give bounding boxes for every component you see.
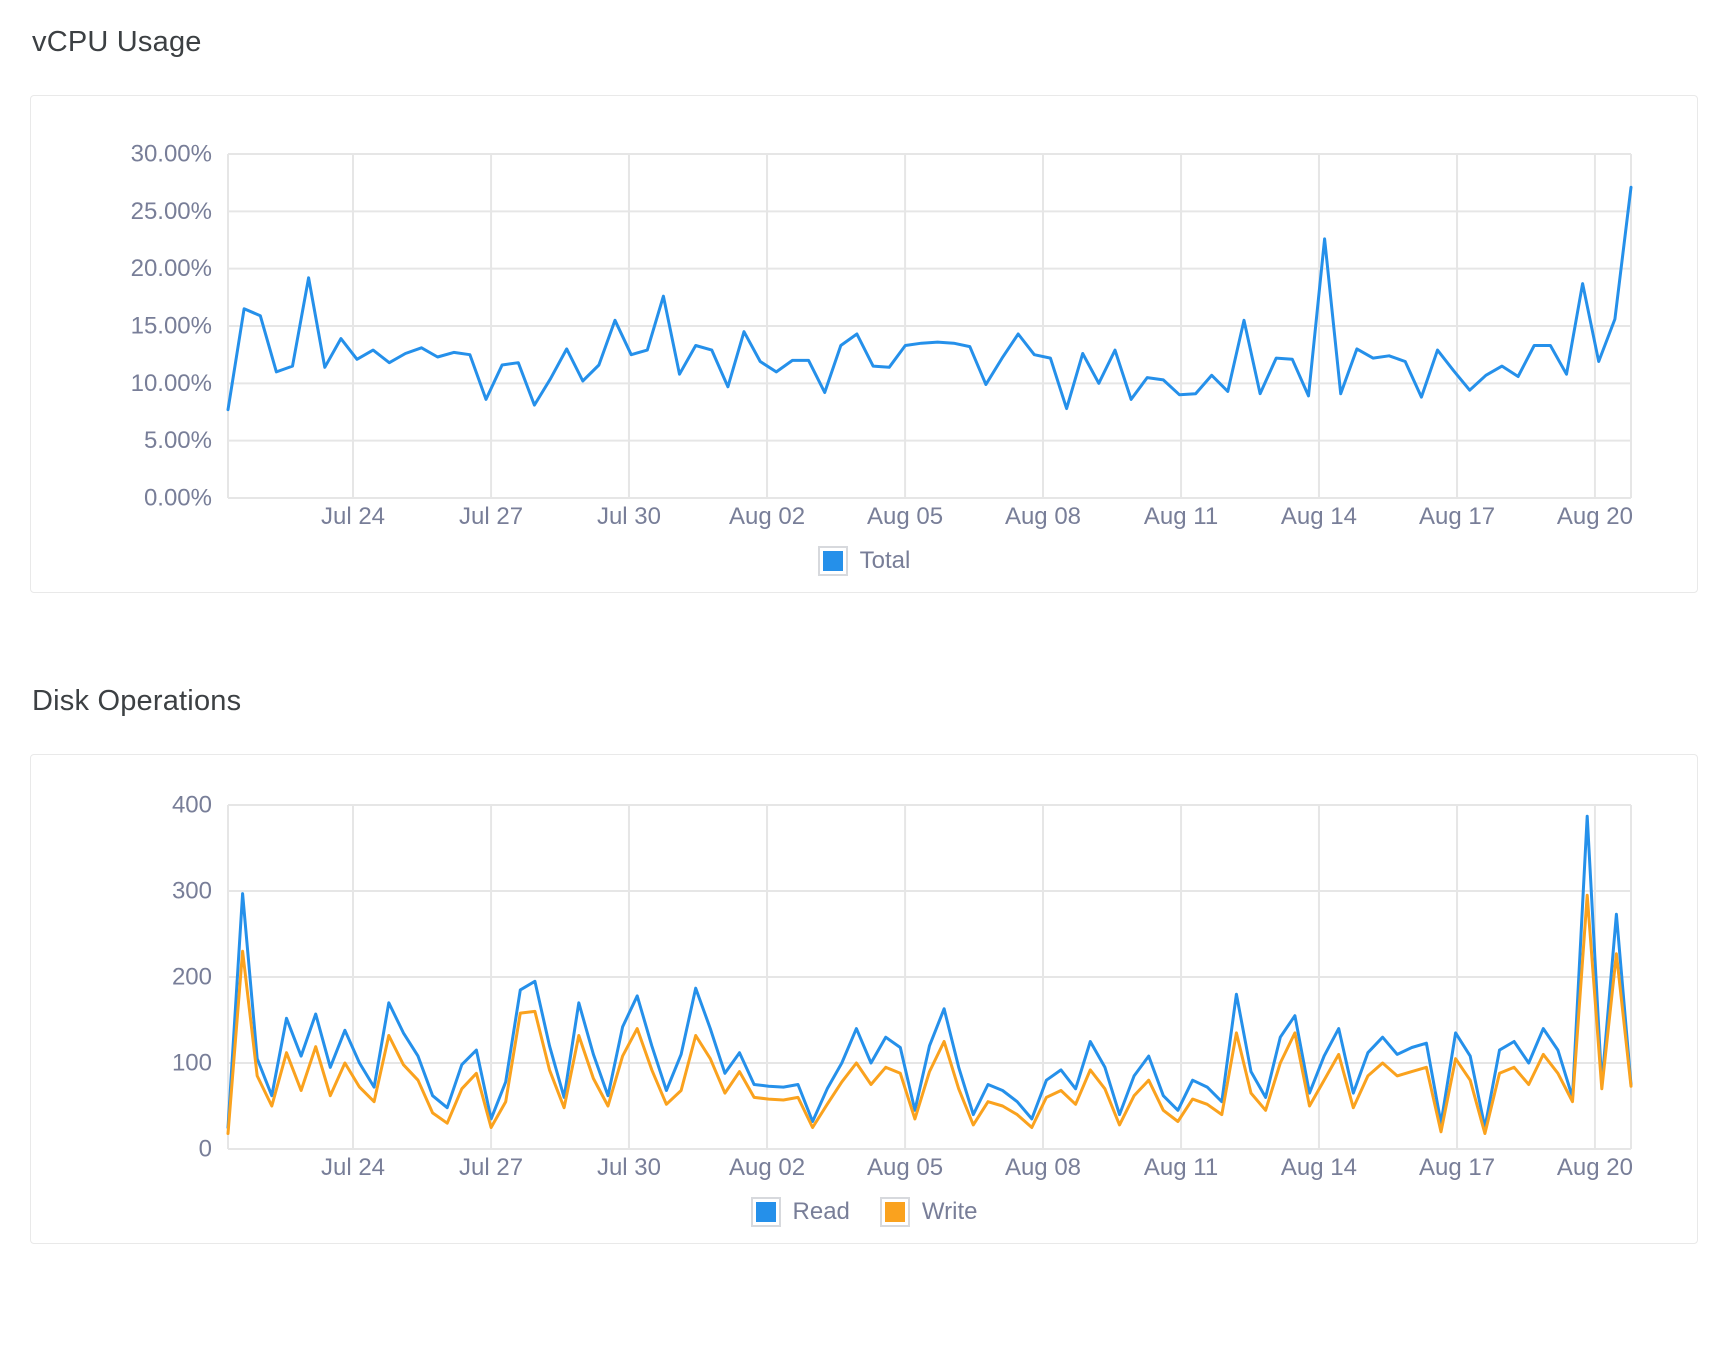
x-axis-label: Aug 02 (729, 1154, 805, 1181)
y-axis-label: 30.00% (131, 141, 212, 168)
series-line-write (226, 893, 1633, 1135)
legend-item-write[interactable]: Write (879, 1197, 978, 1227)
x-axis-label: Jul 30 (597, 503, 661, 530)
y-axis-label: 400 (172, 792, 212, 819)
y-axis-label: 0.00% (144, 485, 212, 512)
disk-operations-title: Disk Operations (32, 685, 242, 717)
x-axis-label: Aug 05 (867, 1154, 943, 1181)
legend-label-total: Total (859, 547, 911, 574)
y-axis-label: 100 (172, 1050, 212, 1077)
x-axis-label: Aug 08 (1005, 503, 1081, 530)
y-axis-label: 200 (172, 964, 212, 991)
x-axis-label: Aug 11 (1144, 503, 1218, 530)
write-series-swatch-icon (879, 1197, 910, 1227)
x-axis-label: Aug 14 (1281, 1154, 1357, 1181)
x-axis-label: Jul 27 (459, 1154, 523, 1181)
y-axis-label: 300 (172, 878, 212, 905)
x-axis-label: Aug 14 (1281, 503, 1357, 530)
legend-label-write: Write (921, 1198, 978, 1225)
x-axis-label: Jul 27 (459, 503, 523, 530)
disk-operations-chart[interactable]: 400 300 200 100 0 Jul 24 Jul 27 Jul 30 Aug 02 Aug… (31, 755, 1699, 1199)
x-axis-label: Aug 11 (1144, 1154, 1218, 1181)
y-axis-label: 15.00% (131, 313, 212, 340)
y-axis-label: 20.00% (131, 255, 212, 282)
y-axis-label: 25.00% (131, 198, 212, 225)
page-root: vCPU Usage 30.00% 25.00% 20.00% 15.00% 10.00… (30, 26, 1698, 1244)
x-axis-label: Jul 24 (321, 503, 385, 530)
x-axis-label: Aug 17 (1419, 503, 1495, 530)
disk-operations-legend: Read Write (31, 1197, 1697, 1243)
series-line-total (226, 185, 1633, 412)
y-axis-label: 0 (199, 1136, 212, 1163)
disk-operations-panel: 400 300 200 100 0 Jul 24 Jul 27 Jul 30 Aug 02 Aug… (30, 754, 1698, 1244)
read-series-swatch-icon (750, 1197, 781, 1227)
x-axis-label: Jul 24 (321, 1154, 385, 1181)
legend-label-read: Read (792, 1198, 850, 1225)
x-axis-label: Aug 17 (1419, 1154, 1495, 1181)
x-axis-label: Aug 05 (867, 503, 943, 530)
x-axis-label: Jul 30 (597, 1154, 661, 1181)
vcpu-usage-panel: 30.00% 25.00% 20.00% 15.00% 10.00% 5.00% 0.00%… (30, 95, 1698, 593)
x-axis-label: Aug 08 (1005, 1154, 1081, 1181)
vcpu-usage-legend: Total (31, 546, 1697, 592)
legend-item-read[interactable]: Read (750, 1197, 850, 1227)
total-series-swatch-icon (817, 546, 848, 576)
x-axis-label: Aug 02 (729, 503, 805, 530)
legend-item-total[interactable]: Total (817, 546, 911, 576)
x-axis-label: Aug 20 (1557, 503, 1633, 530)
vcpu-usage-title: vCPU Usage (32, 26, 202, 58)
x-axis-label: Aug 20 (1557, 1154, 1633, 1181)
y-axis-label: 5.00% (144, 427, 212, 454)
y-axis-label: 10.00% (131, 370, 212, 397)
series-line-read (226, 814, 1633, 1129)
vcpu-usage-chart[interactable]: 30.00% 25.00% 20.00% 15.00% 10.00% 5.00% 0.00%… (31, 96, 1699, 548)
